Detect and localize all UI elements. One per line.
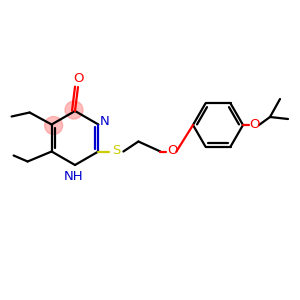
Text: N: N [100, 115, 109, 128]
Text: O: O [74, 73, 84, 85]
Text: NH: NH [64, 169, 84, 182]
Circle shape [65, 101, 83, 119]
Text: S: S [112, 144, 121, 157]
Text: O: O [167, 144, 178, 157]
Text: O: O [250, 118, 260, 130]
Circle shape [45, 116, 63, 134]
